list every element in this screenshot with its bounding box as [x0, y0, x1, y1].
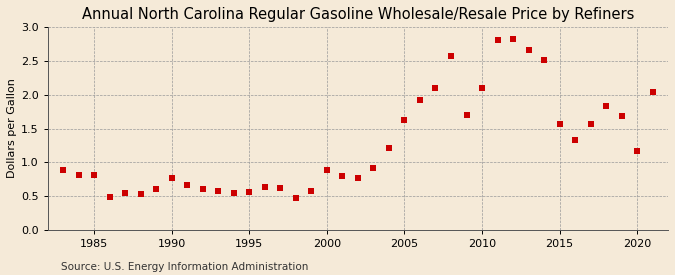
Point [275, 186, 286, 190]
Point [446, 54, 456, 59]
Point [570, 138, 580, 142]
Point [74, 173, 84, 177]
Point [585, 122, 596, 126]
Point [290, 196, 301, 200]
Point [321, 168, 332, 173]
Point [492, 38, 503, 42]
Y-axis label: Dollars per Gallon: Dollars per Gallon [7, 79, 17, 178]
Point [260, 185, 271, 189]
Point [58, 168, 69, 173]
Point [461, 113, 472, 117]
Point [616, 114, 627, 119]
Point [539, 57, 549, 62]
Point [523, 47, 534, 52]
Point [399, 117, 410, 122]
Title: Annual North Carolina Regular Gasoline Wholesale/Resale Price by Refiners: Annual North Carolina Regular Gasoline W… [82, 7, 634, 22]
Point [414, 98, 425, 102]
Point [477, 86, 487, 90]
Point [182, 183, 193, 188]
Point [306, 189, 317, 194]
Point [136, 192, 146, 196]
Point [430, 86, 441, 90]
Text: Source: U.S. Energy Information Administration: Source: U.S. Energy Information Administ… [61, 262, 308, 272]
Point [151, 187, 162, 191]
Point [167, 176, 178, 181]
Point [120, 191, 131, 195]
Point [352, 176, 363, 180]
Point [105, 194, 115, 199]
Point [198, 187, 209, 191]
Point [554, 122, 565, 127]
Point [244, 190, 255, 194]
Point [508, 37, 518, 42]
Point [383, 146, 394, 150]
Point [89, 173, 100, 177]
Point [601, 103, 612, 108]
Point [213, 189, 224, 194]
Point [229, 191, 240, 195]
Point [337, 174, 348, 179]
Point [647, 90, 658, 94]
Point [368, 166, 379, 170]
Point [632, 148, 643, 153]
